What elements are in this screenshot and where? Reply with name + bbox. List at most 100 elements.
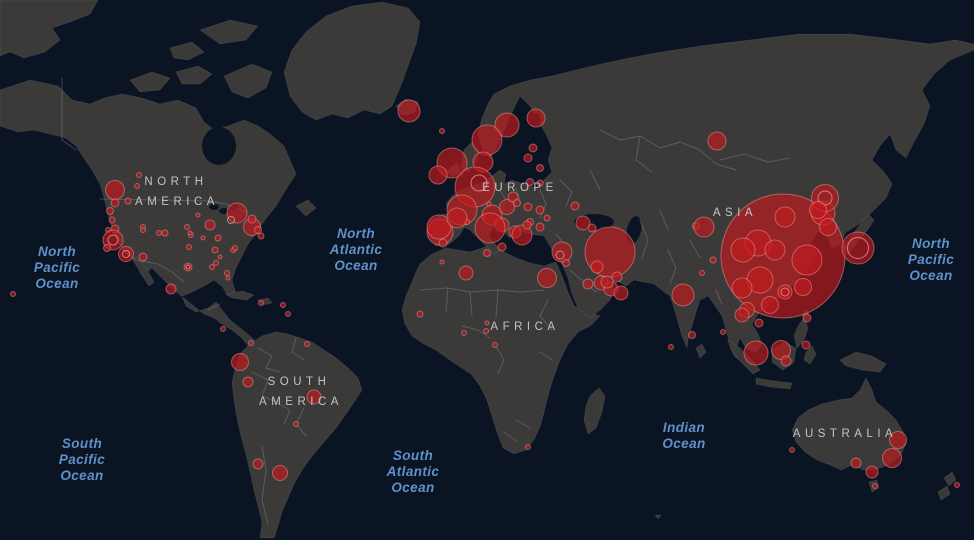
case-marker[interactable] bbox=[536, 164, 544, 172]
case-marker[interactable] bbox=[248, 340, 254, 346]
case-marker[interactable] bbox=[254, 226, 262, 234]
case-marker[interactable] bbox=[513, 199, 521, 207]
case-marker[interactable] bbox=[242, 376, 254, 388]
case-marker[interactable] bbox=[761, 296, 779, 314]
case-marker[interactable] bbox=[551, 241, 573, 263]
case-marker[interactable] bbox=[841, 231, 875, 265]
case-marker[interactable] bbox=[204, 219, 216, 231]
case-marker[interactable] bbox=[306, 389, 322, 405]
case-marker[interactable] bbox=[124, 197, 132, 205]
case-marker[interactable] bbox=[764, 239, 786, 261]
case-marker[interactable] bbox=[590, 260, 604, 274]
case-marker[interactable] bbox=[122, 250, 130, 258]
case-marker[interactable] bbox=[134, 183, 140, 189]
case-marker[interactable] bbox=[136, 172, 142, 178]
case-marker[interactable] bbox=[801, 340, 811, 350]
case-marker[interactable] bbox=[850, 457, 862, 469]
case-marker[interactable] bbox=[809, 201, 827, 219]
case-marker[interactable] bbox=[231, 353, 249, 371]
case-marker[interactable] bbox=[195, 212, 201, 218]
case-marker[interactable] bbox=[483, 328, 489, 334]
case-marker[interactable] bbox=[743, 340, 769, 366]
case-marker[interactable] bbox=[777, 284, 793, 300]
case-marker[interactable] bbox=[458, 265, 474, 281]
case-marker[interactable] bbox=[186, 244, 192, 250]
case-marker[interactable] bbox=[226, 202, 248, 224]
case-marker[interactable] bbox=[138, 252, 148, 262]
case-marker[interactable] bbox=[110, 198, 120, 208]
case-marker[interactable] bbox=[227, 216, 235, 224]
case-marker[interactable] bbox=[156, 230, 162, 236]
case-marker[interactable] bbox=[754, 318, 764, 328]
case-marker[interactable] bbox=[671, 283, 695, 307]
case-marker[interactable] bbox=[107, 234, 119, 246]
case-marker[interactable] bbox=[397, 99, 421, 123]
case-marker[interactable] bbox=[720, 329, 726, 335]
case-marker[interactable] bbox=[535, 205, 545, 215]
case-marker[interactable] bbox=[161, 229, 169, 237]
case-marker[interactable] bbox=[217, 254, 223, 260]
case-marker[interactable] bbox=[535, 222, 545, 232]
case-marker[interactable] bbox=[140, 227, 146, 233]
case-marker[interactable] bbox=[780, 355, 792, 367]
case-marker[interactable] bbox=[587, 223, 597, 233]
case-marker[interactable] bbox=[668, 344, 674, 350]
case-marker[interactable] bbox=[791, 244, 823, 276]
case-marker[interactable] bbox=[865, 465, 879, 479]
case-marker[interactable] bbox=[118, 246, 134, 262]
case-marker[interactable] bbox=[613, 285, 629, 301]
case-marker[interactable] bbox=[209, 264, 215, 270]
case-marker[interactable] bbox=[438, 238, 448, 248]
case-marker[interactable] bbox=[794, 278, 812, 296]
case-marker[interactable] bbox=[272, 465, 288, 481]
case-marker[interactable] bbox=[600, 275, 614, 289]
case-marker[interactable] bbox=[10, 291, 16, 297]
case-marker[interactable] bbox=[426, 214, 452, 240]
case-marker[interactable] bbox=[214, 234, 222, 242]
case-marker[interactable] bbox=[734, 307, 750, 323]
case-marker[interactable] bbox=[257, 232, 265, 240]
case-marker[interactable] bbox=[470, 174, 488, 192]
case-marker[interactable] bbox=[220, 326, 226, 332]
case-marker[interactable] bbox=[280, 302, 286, 308]
case-marker[interactable] bbox=[483, 249, 491, 257]
case-marker[interactable] bbox=[730, 237, 756, 263]
case-marker[interactable] bbox=[819, 218, 837, 236]
case-marker[interactable] bbox=[105, 180, 125, 200]
case-marker[interactable] bbox=[802, 313, 812, 323]
case-marker[interactable] bbox=[225, 275, 231, 281]
case-marker[interactable] bbox=[106, 207, 114, 215]
case-marker[interactable] bbox=[954, 482, 960, 488]
case-marker[interactable] bbox=[247, 214, 257, 224]
case-marker[interactable] bbox=[184, 224, 190, 230]
case-marker[interactable] bbox=[528, 143, 538, 153]
case-marker[interactable] bbox=[526, 108, 546, 128]
case-marker[interactable] bbox=[699, 270, 705, 276]
case-marker[interactable] bbox=[232, 245, 238, 251]
case-marker[interactable] bbox=[523, 153, 533, 163]
case-marker[interactable] bbox=[200, 235, 206, 241]
case-marker[interactable] bbox=[570, 201, 580, 211]
case-marker[interactable] bbox=[872, 483, 878, 489]
case-marker[interactable] bbox=[461, 330, 467, 336]
case-marker[interactable] bbox=[497, 242, 507, 252]
case-marker[interactable] bbox=[293, 421, 299, 427]
case-marker[interactable] bbox=[484, 320, 490, 326]
case-marker[interactable] bbox=[882, 448, 902, 468]
case-marker[interactable] bbox=[492, 342, 498, 348]
case-marker[interactable] bbox=[439, 128, 445, 134]
case-marker[interactable] bbox=[416, 310, 424, 318]
case-marker[interactable] bbox=[165, 283, 177, 295]
case-marker[interactable] bbox=[731, 277, 753, 299]
case-marker[interactable] bbox=[439, 259, 445, 265]
case-marker[interactable] bbox=[525, 444, 531, 450]
case-marker[interactable] bbox=[562, 259, 570, 267]
case-marker[interactable] bbox=[543, 214, 551, 222]
case-marker[interactable] bbox=[494, 112, 520, 138]
case-marker[interactable] bbox=[511, 224, 533, 246]
case-marker[interactable] bbox=[780, 287, 790, 297]
case-marker[interactable] bbox=[774, 206, 796, 228]
case-marker[interactable] bbox=[428, 165, 448, 185]
